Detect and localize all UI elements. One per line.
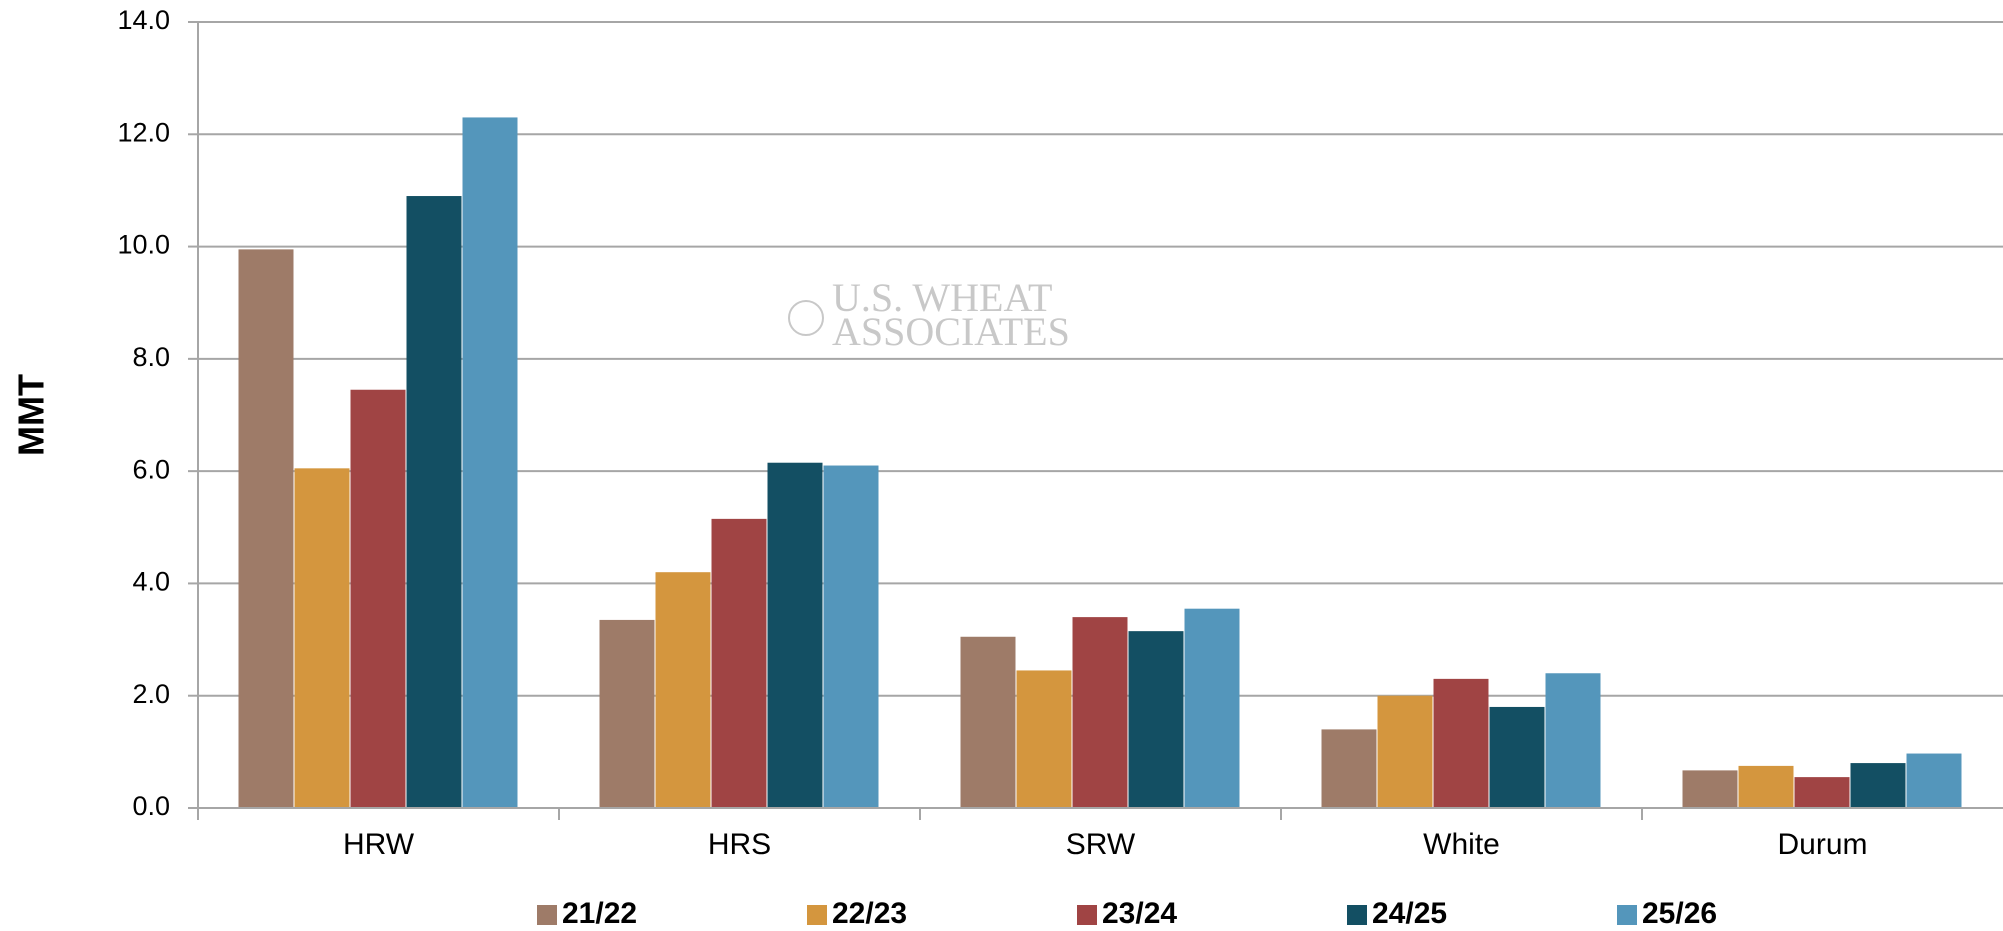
y-tick-label: 6.0 — [132, 454, 170, 484]
bar — [1377, 695, 1433, 808]
x-tick-label: Durum — [1777, 828, 1867, 861]
bar — [655, 572, 711, 808]
y-tick-label: 8.0 — [132, 342, 170, 372]
legend-swatch — [807, 905, 827, 925]
bar — [1906, 753, 1962, 808]
bar — [1545, 673, 1601, 808]
x-tick-label: White — [1423, 828, 1500, 861]
bar — [1682, 770, 1738, 808]
bar — [1016, 670, 1072, 808]
bar — [599, 619, 655, 808]
x-tick-label: HRW — [343, 828, 415, 861]
legend-label: 24/25 — [1372, 897, 1447, 930]
bar — [711, 518, 767, 808]
legend-label: 25/26 — [1642, 897, 1717, 930]
x-tick-label: SRW — [1066, 828, 1136, 861]
watermark-logo — [788, 300, 824, 336]
y-tick-label: 2.0 — [132, 679, 170, 709]
legend-swatch — [1077, 905, 1097, 925]
bar — [462, 117, 518, 808]
bar — [1738, 765, 1794, 808]
y-tick-label: 10.0 — [117, 230, 170, 260]
bar — [1433, 678, 1489, 808]
bar — [350, 389, 406, 808]
legend-swatch — [1617, 905, 1637, 925]
legend-label: 23/24 — [1102, 897, 1177, 930]
x-tick-label: HRS — [708, 828, 771, 861]
y-tick-label: 12.0 — [117, 117, 170, 147]
bar — [406, 196, 462, 809]
bar — [1794, 777, 1850, 808]
legend-swatch — [1347, 905, 1367, 925]
watermark: U.S. WHEAT — [832, 275, 1052, 320]
bar — [1184, 608, 1240, 808]
watermark: ASSOCIATES — [832, 309, 1070, 354]
bar — [1321, 729, 1377, 808]
bar — [238, 249, 294, 809]
y-tick-label: 4.0 — [132, 567, 170, 597]
bar — [294, 468, 350, 808]
bar — [767, 462, 823, 808]
legend-swatch — [537, 905, 557, 925]
bar — [1489, 706, 1545, 808]
y-axis-label: MMT — [11, 374, 52, 456]
y-tick-label: 0.0 — [132, 791, 170, 821]
bar — [1850, 763, 1906, 808]
legend-label: 21/22 — [562, 897, 637, 930]
bar — [960, 636, 1016, 808]
legend-label: 22/23 — [832, 897, 907, 930]
bar — [1072, 617, 1128, 808]
bar — [823, 465, 879, 808]
bar — [1128, 631, 1184, 808]
y-tick-label: 14.0 — [117, 5, 170, 35]
